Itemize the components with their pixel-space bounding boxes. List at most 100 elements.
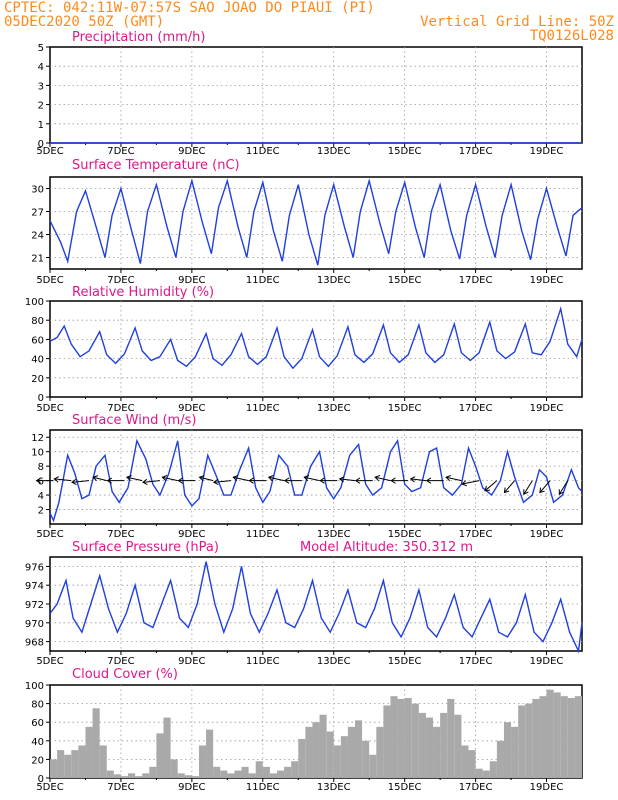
wind-arrow-shaft xyxy=(142,480,160,483)
cloud-bar xyxy=(220,770,228,778)
x-tick-label: 5DEC xyxy=(36,146,63,157)
cloud-bar xyxy=(404,698,412,778)
wind-arrow-shaft xyxy=(71,480,90,483)
panel-1: 5DEC 7DEC 9DEC 11DEC 13DEC 15DEC 17DEC 19DEC 0 1 2… xyxy=(36,30,583,157)
panel-4: 5DEC 7DEC 9DEC 11DEC 13DEC 15DEC 17DEC 19DEC 2 4 6… xyxy=(31,413,583,540)
panel-frame xyxy=(49,429,583,525)
wind-arrow-shaft xyxy=(446,476,462,482)
x-tick-label: 13DEC xyxy=(317,656,351,667)
wind-arrow-shaft xyxy=(504,480,515,493)
cloud-bar xyxy=(156,733,164,778)
series-line xyxy=(49,305,583,370)
cloud-bar xyxy=(92,708,100,778)
panel-frame xyxy=(49,300,583,398)
wind-arrow-head xyxy=(319,477,325,484)
wind-arrow-head xyxy=(177,477,183,484)
cloud-bar xyxy=(574,696,582,778)
wind-arrow-shaft xyxy=(539,480,551,493)
cloud-bar xyxy=(227,773,235,778)
wind-arrow-head xyxy=(461,480,467,487)
cloud-bar xyxy=(539,696,547,778)
panel-3: 5DEC 7DEC 9DEC 11DEC 13DEC 15DEC 17DEC 19DEC 0 20… xyxy=(25,285,583,414)
wind-arrow-shaft xyxy=(268,476,285,482)
y-tick-label: 20 xyxy=(31,374,44,385)
cloud-bar xyxy=(298,738,306,778)
x-tick-label: 9DEC xyxy=(178,403,205,414)
cloud-bar xyxy=(106,770,114,778)
cloud-bar xyxy=(248,773,256,778)
y-tick-label: 80 xyxy=(31,700,44,711)
panel-2: 5DEC 7DEC 9DEC 11DEC 13DEC 15DEC 17DEC 19DEC 21 2… xyxy=(31,158,583,286)
y-tick-label: 60 xyxy=(31,718,44,729)
wind-arrow-shaft xyxy=(484,480,498,492)
x-tick-label: 5DEC xyxy=(36,782,63,793)
y-tick-label: 60 xyxy=(31,335,44,346)
cloud-bar xyxy=(71,750,79,778)
cloud-bar xyxy=(369,754,377,778)
cloud-bar xyxy=(57,750,65,778)
x-tick-label: 7DEC xyxy=(107,529,134,540)
cloud-bar xyxy=(560,696,568,778)
y-tick-label: 3 xyxy=(38,81,44,92)
x-tick-label: 9DEC xyxy=(178,146,205,157)
cloud-bar xyxy=(475,768,483,778)
cloud-bar xyxy=(149,766,157,778)
y-tick-label: 972 xyxy=(25,600,44,611)
x-tick-label: 15DEC xyxy=(388,529,422,540)
cloud-bar xyxy=(411,703,419,778)
wind-arrow-head xyxy=(106,477,112,484)
cloud-bar xyxy=(503,722,512,778)
cloud-bar xyxy=(553,692,561,778)
series-line xyxy=(49,438,583,523)
x-tick-label: 17DEC xyxy=(459,529,493,540)
cloud-bar xyxy=(447,698,455,778)
x-tick-label: 7DEC xyxy=(107,275,134,286)
panel-frame xyxy=(49,176,583,270)
x-tick-label: 17DEC xyxy=(459,275,493,286)
x-tick-label: 17DEC xyxy=(459,403,493,414)
wind-arrow-head xyxy=(558,489,565,496)
cloud-bar xyxy=(376,726,384,778)
cloud-bar xyxy=(319,714,327,778)
cloud-bar xyxy=(142,773,150,778)
x-tick-label: 19DEC xyxy=(530,782,564,793)
wind-arrow-shaft xyxy=(410,478,427,482)
cloud-bar xyxy=(546,689,554,778)
x-tick-label: 13DEC xyxy=(317,529,351,540)
y-tick-label: 2 xyxy=(38,101,44,112)
y-tick-label: 1 xyxy=(38,120,44,131)
wind-arrow-head xyxy=(523,489,529,496)
wind-arrow-shaft xyxy=(339,478,356,482)
x-tick-label: 15DEC xyxy=(388,275,422,286)
x-tick-label: 7DEC xyxy=(107,146,134,157)
wind-arrow-shaft xyxy=(375,476,391,482)
cloud-bar xyxy=(433,726,441,778)
y-tick-label: 40 xyxy=(31,355,44,366)
y-tick-label: 27 xyxy=(31,208,44,219)
x-tick-label: 11DEC xyxy=(246,782,280,793)
wind-vectors xyxy=(35,475,569,496)
cloud-bar xyxy=(291,761,299,778)
y-tick-label: 0 xyxy=(38,139,44,150)
cloud-bar xyxy=(170,759,178,778)
cloud-bar xyxy=(340,736,348,778)
x-tick-label: 15DEC xyxy=(388,782,422,793)
x-tick-label: 19DEC xyxy=(530,146,564,157)
y-tick-label: 974 xyxy=(25,581,44,592)
y-tick-label: 6 xyxy=(38,477,44,488)
x-tick-label: 19DEC xyxy=(530,403,564,414)
panel-title: Surface Pressure (hPa) xyxy=(72,540,219,555)
y-tick-label: 30 xyxy=(31,185,44,196)
wind-arrow-shaft xyxy=(462,480,480,485)
x-tick-label: 17DEC xyxy=(459,782,493,793)
wind-arrow-head xyxy=(484,485,491,492)
wind-arrow-head xyxy=(390,477,396,484)
wind-arrow-head xyxy=(267,475,274,482)
cloud-bar xyxy=(489,761,497,778)
wind-arrow-head xyxy=(198,475,205,482)
wind-arrow-head xyxy=(142,478,148,486)
cloud-bar xyxy=(567,698,575,778)
cloud-bar xyxy=(50,759,58,778)
cloud-bar xyxy=(213,766,221,778)
wind-arrow-head xyxy=(338,476,345,483)
